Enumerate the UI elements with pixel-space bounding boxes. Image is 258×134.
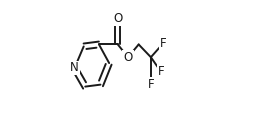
Text: N: N: [70, 62, 79, 75]
Text: F: F: [148, 78, 154, 91]
Text: F: F: [160, 37, 166, 50]
Text: O: O: [123, 51, 133, 64]
Text: F: F: [158, 65, 164, 78]
Text: O: O: [113, 12, 123, 25]
